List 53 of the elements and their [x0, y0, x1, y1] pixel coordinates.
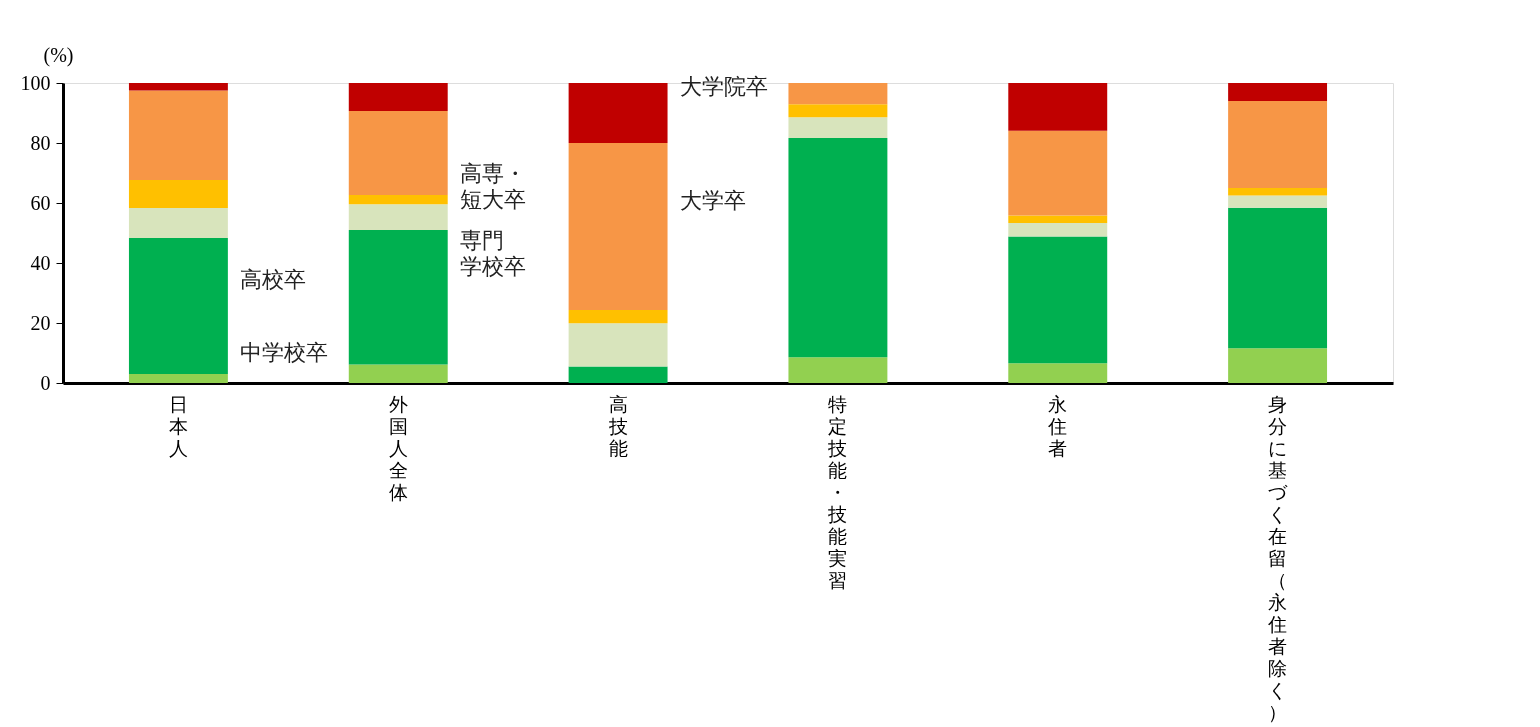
bar	[128, 238, 228, 374]
x-tick-label: 高技能	[607, 393, 628, 459]
y-tick-label: 40	[30, 251, 51, 274]
bar	[788, 117, 888, 138]
y-tick-label: 20	[30, 311, 51, 334]
bar	[788, 83, 888, 105]
bar	[128, 179, 228, 209]
bar	[348, 364, 448, 383]
y-tick-label: 60	[30, 191, 51, 214]
y-tick-label: 0	[40, 371, 51, 394]
x-tick-label: 永住者	[1047, 393, 1068, 459]
series-label: 高専・短大卒	[460, 160, 527, 212]
bar	[128, 90, 228, 180]
bar	[128, 374, 228, 383]
bar	[348, 194, 448, 205]
bar	[348, 83, 448, 111]
x-tick-label: 日本人	[168, 393, 188, 459]
bar	[348, 230, 448, 365]
bar	[1228, 195, 1328, 208]
bar	[568, 323, 668, 367]
y-tick-label: 100	[20, 71, 51, 94]
series-label: 高校卒	[240, 267, 307, 293]
series-label: 専門学校卒	[460, 228, 527, 280]
series-label: 大学卒	[680, 187, 747, 213]
bar	[1008, 130, 1108, 216]
bar	[568, 143, 668, 311]
bar	[568, 83, 668, 143]
bar	[788, 357, 888, 383]
bar	[1228, 83, 1328, 101]
y-tick-label: 80	[30, 131, 51, 154]
bar	[788, 104, 888, 118]
bar	[1008, 223, 1108, 237]
bar	[1228, 101, 1328, 188]
series-label: 中学校卒	[240, 339, 329, 365]
bar	[348, 110, 448, 195]
bar	[568, 310, 668, 324]
bar	[1008, 83, 1108, 131]
bar	[1228, 207, 1328, 349]
y-axis-title: (%)	[43, 43, 74, 67]
bar	[1228, 188, 1328, 196]
bar	[1008, 236, 1108, 364]
bar	[1008, 215, 1108, 224]
bar	[348, 204, 448, 230]
bar	[128, 83, 228, 91]
series-label: 大学院卒	[680, 74, 769, 99]
bar	[1008, 363, 1108, 383]
bar	[788, 137, 888, 358]
category-label: 身分に基づく在留（永住者除く）	[1268, 393, 1288, 723]
x-tick-label: 外国人全体	[388, 393, 408, 503]
bar	[568, 366, 668, 383]
bar	[128, 208, 228, 239]
bar	[1228, 348, 1328, 383]
category-label: 特定技能・技能実習	[828, 393, 848, 591]
